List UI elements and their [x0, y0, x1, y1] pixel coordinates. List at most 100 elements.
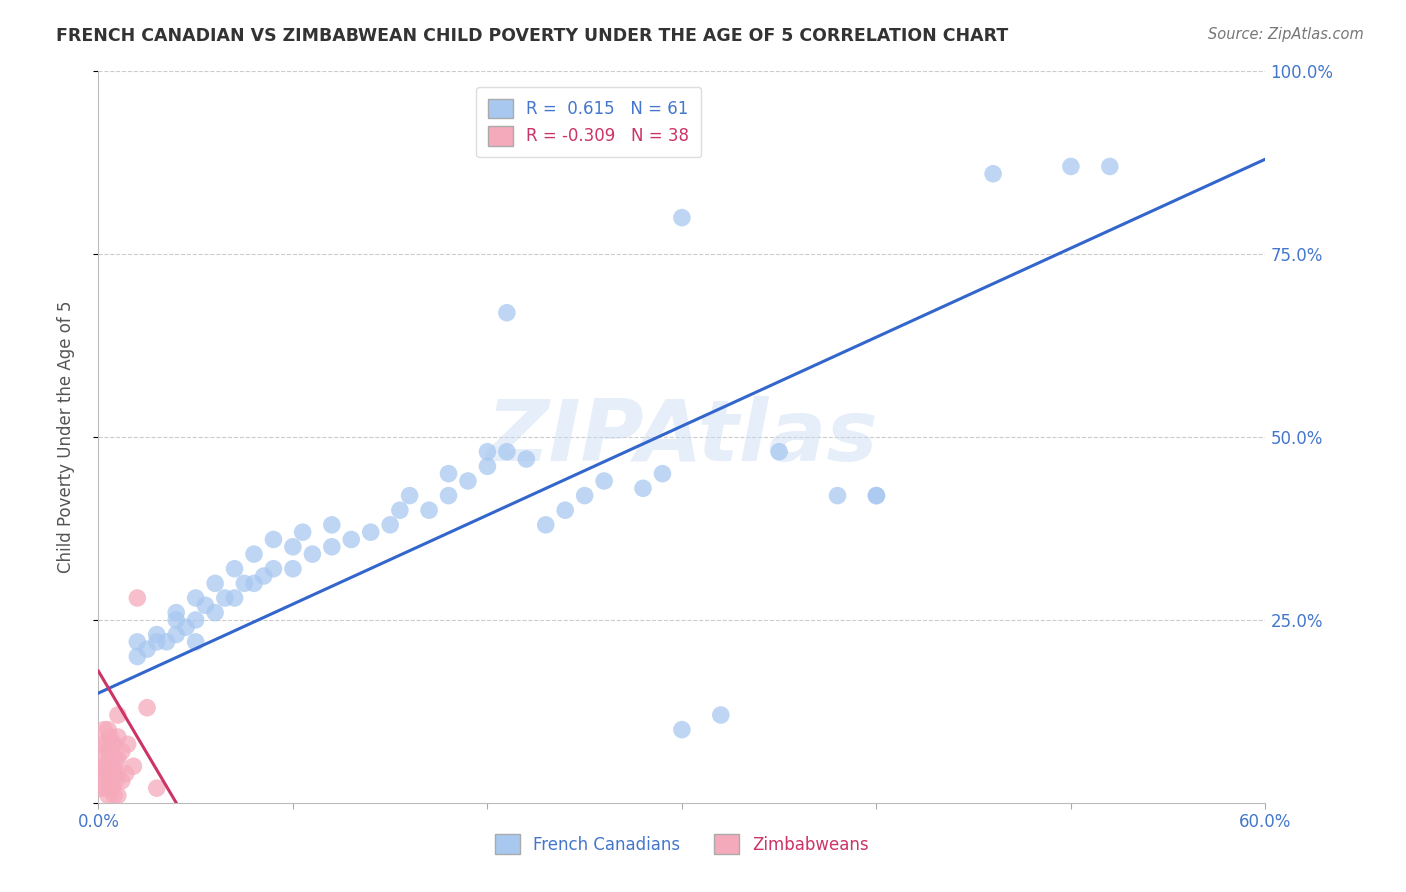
Point	[671, 211, 693, 225]
Point	[291, 525, 314, 540]
Point	[194, 599, 217, 613]
Legend: French Canadians, Zimbabweans: French Canadians, Zimbabweans	[488, 828, 876, 860]
Point	[651, 467, 673, 481]
Point	[184, 613, 207, 627]
Point	[262, 562, 284, 576]
Point	[93, 752, 115, 766]
Point	[515, 452, 537, 467]
Point	[136, 642, 159, 657]
Point	[155, 635, 177, 649]
Point	[388, 503, 411, 517]
Point	[146, 781, 169, 796]
Point	[457, 474, 479, 488]
Point	[103, 766, 125, 780]
Point	[321, 517, 343, 532]
Point	[554, 503, 576, 517]
Point	[96, 737, 118, 751]
Point	[97, 766, 120, 780]
Point	[101, 781, 124, 796]
Point	[1098, 160, 1121, 174]
Point	[107, 708, 129, 723]
Point	[93, 723, 115, 737]
Text: FRENCH CANADIAN VS ZIMBABWEAN CHILD POVERTY UNDER THE AGE OF 5 CORRELATION CHART: FRENCH CANADIAN VS ZIMBABWEAN CHILD POVE…	[56, 27, 1008, 45]
Point	[165, 627, 187, 641]
Point	[89, 781, 111, 796]
Point	[253, 569, 276, 583]
Point	[114, 766, 136, 780]
Point	[89, 759, 111, 773]
Point	[321, 540, 343, 554]
Point	[243, 576, 266, 591]
Point	[301, 547, 323, 561]
Point	[340, 533, 363, 547]
Point	[184, 591, 207, 605]
Point	[380, 517, 402, 532]
Point	[865, 489, 887, 503]
Point	[224, 562, 246, 576]
Point	[104, 752, 127, 766]
Point	[204, 606, 226, 620]
Point	[117, 737, 139, 751]
Point	[165, 613, 187, 627]
Point	[96, 781, 118, 796]
Point	[477, 444, 499, 458]
Text: ZIPAtlas: ZIPAtlas	[486, 395, 877, 479]
Point	[98, 773, 121, 788]
Point	[111, 773, 134, 788]
Point	[174, 620, 197, 634]
Point	[224, 591, 246, 605]
Text: Source: ZipAtlas.com: Source: ZipAtlas.com	[1208, 27, 1364, 42]
Point	[437, 489, 460, 503]
Point	[136, 700, 159, 714]
Point	[146, 627, 169, 641]
Point	[534, 517, 557, 532]
Point	[593, 474, 616, 488]
Point	[107, 730, 129, 744]
Point	[710, 708, 733, 723]
Point	[98, 730, 121, 744]
Point	[122, 759, 145, 773]
Point	[233, 576, 256, 591]
Point	[91, 773, 114, 788]
Point	[437, 467, 460, 481]
Point	[671, 723, 693, 737]
Point	[1060, 160, 1083, 174]
Point	[418, 503, 440, 517]
Point	[107, 789, 129, 803]
Point	[865, 489, 887, 503]
Point	[496, 444, 519, 458]
Point	[111, 745, 134, 759]
Point	[93, 766, 115, 780]
Point	[107, 752, 129, 766]
Point	[398, 489, 420, 503]
Point	[127, 591, 149, 605]
Point	[184, 635, 207, 649]
Point	[98, 752, 121, 766]
Point	[103, 737, 125, 751]
Point	[97, 723, 120, 737]
Point	[360, 525, 382, 540]
Point	[96, 759, 118, 773]
Point	[127, 649, 149, 664]
Y-axis label: Child Poverty Under the Age of 5: Child Poverty Under the Age of 5	[56, 301, 75, 574]
Point	[281, 540, 304, 554]
Point	[127, 635, 149, 649]
Point	[631, 481, 654, 495]
Point	[262, 533, 284, 547]
Point	[97, 789, 120, 803]
Point	[281, 562, 304, 576]
Point	[768, 444, 790, 458]
Point	[243, 547, 266, 561]
Point	[103, 789, 125, 803]
Point	[101, 737, 124, 751]
Point	[91, 737, 114, 751]
Point	[981, 167, 1004, 181]
Point	[214, 591, 236, 605]
Point	[574, 489, 596, 503]
Point	[101, 759, 124, 773]
Point	[827, 489, 849, 503]
Point	[204, 576, 226, 591]
Point	[146, 635, 169, 649]
Point	[104, 773, 127, 788]
Point	[97, 745, 120, 759]
